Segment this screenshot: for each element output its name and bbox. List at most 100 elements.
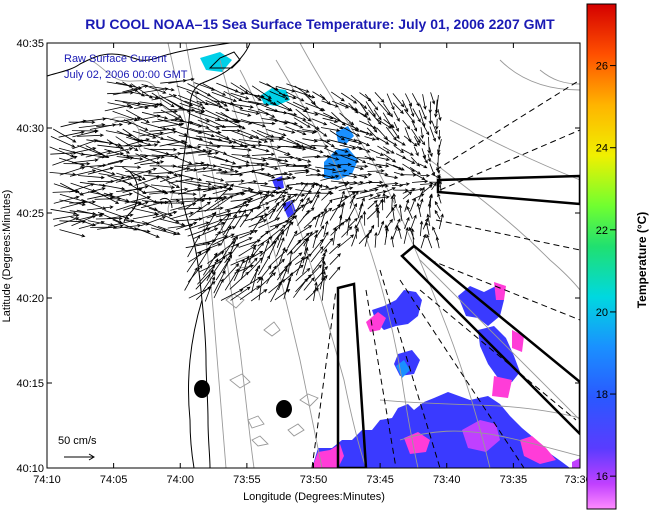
current-vector [157, 164, 178, 177]
current-vector [411, 120, 417, 132]
current-vector [347, 217, 358, 228]
current-vector [383, 103, 393, 118]
current-vector [268, 236, 279, 258]
lane-southeast [400, 244, 580, 436]
current-vector [278, 246, 286, 266]
current-vector [321, 260, 326, 281]
current-vector [202, 252, 218, 276]
current-vector [301, 196, 310, 212]
current-vector [132, 92, 159, 100]
current-vector [197, 119, 221, 130]
current-vector [114, 116, 142, 123]
y-tick-label: 40:30 [16, 123, 44, 135]
current-vector [220, 212, 231, 231]
current-vector [432, 226, 439, 239]
current-vector [53, 213, 80, 220]
current-vector [365, 180, 384, 185]
current-vector [239, 84, 262, 102]
current-vector [68, 120, 96, 124]
current-vector [367, 162, 383, 169]
current-vector [250, 191, 275, 198]
current-vectors [49, 77, 444, 303]
current-vector [374, 231, 378, 248]
current-vector [240, 276, 262, 290]
current-vector [249, 264, 261, 284]
current-vector [295, 182, 308, 202]
current-vector [134, 114, 161, 122]
current-vector [364, 93, 379, 111]
current-vector [98, 173, 126, 179]
current-vector [286, 271, 293, 292]
current-vector [60, 200, 87, 209]
current-vector [267, 198, 286, 213]
current-vector [112, 88, 139, 96]
current-vector [304, 237, 310, 255]
current-vector [429, 147, 433, 158]
current-vector [161, 187, 189, 194]
current-vector [358, 229, 373, 245]
current-vector [375, 156, 391, 161]
current-vector [140, 160, 165, 166]
current-vector [239, 208, 254, 228]
current-vector [78, 220, 105, 229]
current-vector [348, 122, 359, 133]
current-vector [313, 139, 331, 143]
current-vector [357, 202, 364, 219]
current-vector [287, 164, 309, 169]
current-vector [402, 191, 413, 200]
current-vector [248, 245, 256, 264]
current-vector [116, 156, 144, 161]
current-vector [292, 198, 304, 219]
current-vector [359, 172, 373, 177]
current-vector [175, 217, 203, 222]
current-vector [367, 120, 378, 133]
current-vector [368, 194, 382, 201]
current-vector [349, 172, 368, 179]
current-vector [294, 170, 310, 174]
current-vector [125, 170, 153, 174]
current-vector [332, 226, 338, 246]
current-vector [434, 209, 441, 220]
current-vector [233, 258, 245, 281]
current-vector [197, 206, 224, 213]
current-vector [274, 288, 291, 301]
current-vector [286, 252, 303, 267]
current-vector [320, 174, 340, 181]
current-vector [230, 286, 251, 301]
plot-area: Raw Surface Current July 02, 2006 00:00 … [47, 43, 580, 468]
current-vector [428, 111, 433, 125]
current-vector [409, 166, 422, 175]
current-vector [224, 119, 246, 130]
current-vector [391, 206, 395, 221]
current-vector [207, 250, 225, 264]
current-vector [292, 101, 310, 110]
current-vector [224, 268, 239, 291]
current-vector [122, 84, 149, 93]
current-vector [202, 211, 217, 235]
current-vector [401, 148, 414, 156]
scale-label: 50 cm/s [58, 435, 97, 447]
current-vector [69, 169, 97, 177]
current-vector [319, 231, 329, 247]
current-vector [171, 165, 198, 172]
current-vector [157, 225, 181, 235]
current-vector [285, 219, 292, 237]
current-vector [123, 119, 149, 131]
current-vector [159, 174, 183, 183]
current-vector [421, 184, 433, 195]
current-vector [132, 130, 157, 139]
current-vector [359, 129, 374, 136]
current-vector [296, 232, 310, 245]
current-vector [107, 213, 134, 220]
x-tick-label: 74:00 [166, 474, 194, 486]
current-vector [106, 147, 133, 155]
current-vector [276, 100, 293, 112]
current-vector [260, 184, 282, 190]
current-vector [293, 117, 311, 128]
current-vector [68, 183, 95, 193]
current-vector [276, 176, 297, 182]
buoy-marker-1 [194, 380, 210, 398]
current-vector [185, 242, 212, 249]
current-vector [188, 113, 210, 123]
current-vector [202, 174, 225, 182]
